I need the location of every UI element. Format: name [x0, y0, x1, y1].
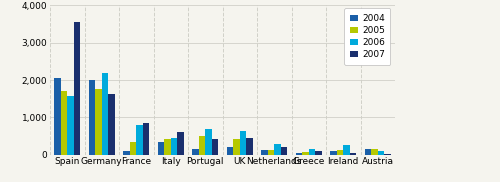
Bar	[274, 143, 281, 155]
Bar	[54, 78, 60, 155]
Bar	[296, 153, 302, 155]
Bar	[88, 80, 95, 155]
Bar	[336, 150, 343, 155]
Bar	[240, 131, 246, 155]
Bar	[371, 149, 378, 155]
Bar	[226, 147, 233, 155]
Bar	[136, 125, 143, 155]
Bar	[343, 145, 350, 155]
Bar	[67, 96, 74, 155]
Bar	[246, 138, 253, 155]
Bar	[302, 152, 309, 155]
Bar	[205, 129, 212, 155]
Bar	[171, 138, 177, 155]
Bar	[178, 132, 184, 155]
Bar	[158, 142, 164, 155]
Legend: 2004, 2005, 2006, 2007: 2004, 2005, 2006, 2007	[344, 9, 391, 65]
Bar	[316, 151, 322, 155]
Bar	[102, 73, 108, 155]
Bar	[212, 139, 218, 155]
Bar	[143, 123, 150, 155]
Bar	[123, 151, 130, 155]
Bar	[330, 151, 336, 155]
Bar	[95, 89, 102, 155]
Bar	[281, 147, 287, 155]
Bar	[261, 150, 268, 155]
Bar	[108, 94, 115, 155]
Bar	[309, 149, 316, 155]
Bar	[378, 151, 384, 155]
Bar	[130, 142, 136, 155]
Bar	[198, 136, 205, 155]
Bar	[384, 154, 391, 155]
Bar	[268, 150, 274, 155]
Bar	[60, 90, 67, 155]
Bar	[350, 153, 356, 155]
Bar	[233, 139, 240, 155]
Bar	[164, 139, 171, 155]
Bar	[192, 149, 198, 155]
Bar	[74, 22, 80, 155]
Bar	[364, 149, 371, 155]
